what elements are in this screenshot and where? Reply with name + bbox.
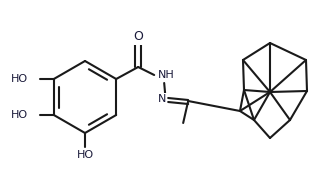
Text: NH: NH [158,70,174,80]
Text: N: N [158,94,166,104]
Text: HO: HO [11,74,28,84]
Text: HO: HO [77,150,94,160]
Text: HO: HO [11,110,28,120]
Text: O: O [133,30,143,44]
